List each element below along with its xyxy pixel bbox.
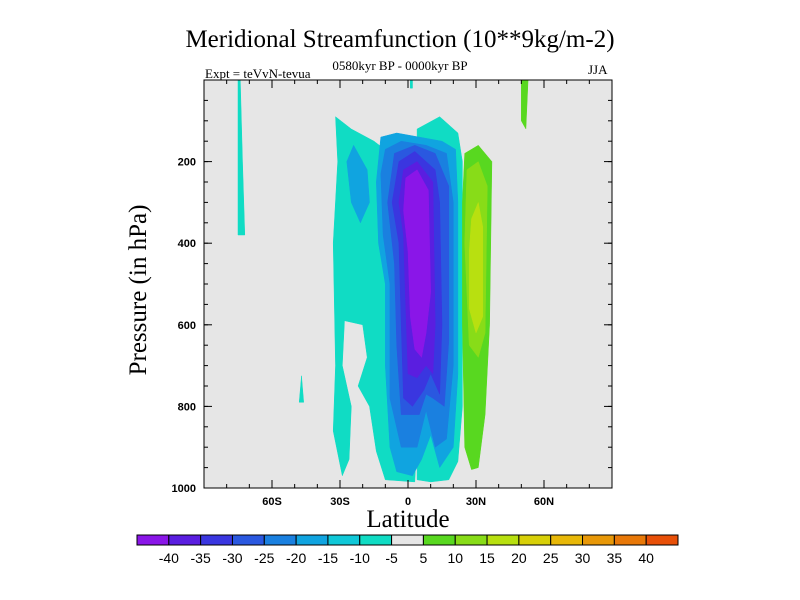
y-tick-label: 200	[178, 157, 196, 169]
chart-title: Meridional Streamfunction (10**9kg/m-2)	[185, 26, 615, 53]
colorbar-swatch	[231, 534, 265, 546]
colorbar-label: 40	[638, 550, 654, 566]
colorbar-swatch	[391, 534, 424, 546]
colorbar-label: 25	[543, 550, 559, 566]
x-tick-label: 0	[405, 496, 411, 508]
colorbar-label: 15	[479, 550, 495, 566]
x-tick-label: 60N	[534, 496, 554, 508]
colorbar-label: -20	[286, 550, 306, 566]
colorbar-label: 20	[511, 550, 527, 566]
colorbar-label: 35	[607, 550, 623, 566]
x-tick-label: 60S	[262, 496, 282, 508]
x-tick-label: 30N	[466, 496, 486, 508]
colorbar-swatch	[486, 534, 520, 546]
colorbar-swatch	[518, 534, 552, 546]
colorbar-swatch	[136, 534, 170, 546]
contour-region-level--40-11	[403, 169, 431, 358]
chart-subtitle: 0580kyr BP - 0000kyr BP	[332, 58, 468, 73]
colorbar-label: -40	[159, 550, 179, 566]
colorbar-label: 10	[447, 550, 463, 566]
experiment-label: Expt = teVvN-tevua	[205, 66, 311, 81]
colorbar-label: 5	[420, 550, 428, 566]
season-label: JJA	[588, 62, 608, 77]
contour-region-level-15-15	[468, 202, 484, 334]
x-tick-label: 30S	[330, 496, 350, 508]
colorbar-swatch	[613, 534, 647, 546]
colorbar-label: -25	[254, 550, 274, 566]
x-axis-label: Latitude	[366, 506, 450, 533]
y-tick-label: 1000	[172, 483, 196, 495]
colorbar-swatch	[645, 534, 679, 546]
colorbar-swatch	[454, 534, 488, 546]
colorbar-swatch	[359, 534, 393, 546]
colorbar-swatch	[263, 534, 297, 546]
y-tick-label: 600	[178, 320, 196, 332]
colorbar-swatch	[168, 534, 202, 546]
contour-region-level--10-4	[410, 80, 413, 89]
colorbar-label: -5	[385, 550, 398, 566]
colorbar-swatch	[327, 534, 361, 546]
colorbar-swatch	[422, 534, 456, 546]
colorbar-swatch	[295, 534, 329, 546]
contour-region-level--10-1	[298, 375, 304, 403]
colorbar-label: -15	[318, 550, 338, 566]
colorbar-label: -35	[191, 550, 211, 566]
y-tick-label: 800	[178, 401, 196, 413]
colorbar-label: -10	[350, 550, 370, 566]
colorbar-label: -30	[222, 550, 242, 566]
y-tick-label: 400	[178, 238, 196, 250]
colorbar-label: 30	[575, 550, 591, 566]
colorbar-swatch	[582, 534, 615, 546]
contour-region-level--15-5	[346, 145, 370, 224]
colorbar-swatch	[200, 534, 233, 546]
contour-region-level--10-0	[237, 80, 246, 236]
contour-region-level-5-13	[521, 80, 529, 130]
colorbar-swatch	[550, 534, 584, 546]
